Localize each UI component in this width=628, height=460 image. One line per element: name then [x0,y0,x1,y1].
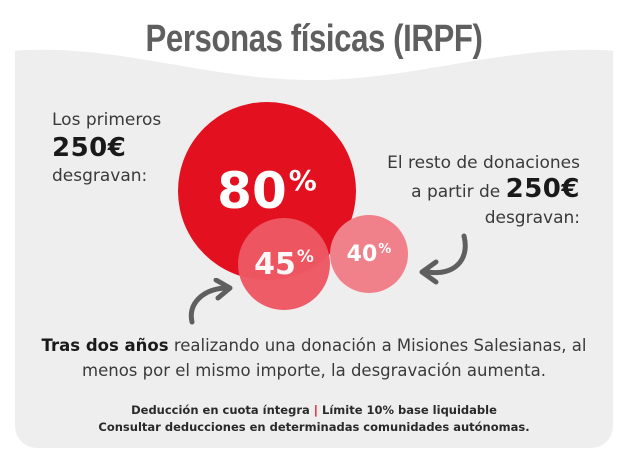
circle-40-unit: % [378,241,392,257]
body-bold: Tras dos años [41,336,169,355]
circle-45-percent: 45% [238,218,330,310]
circle-80-value: 80 [217,162,287,220]
rest-donations-block: El resto de donaciones a partir de 250€ … [350,150,580,231]
footer-line1-a: Deducción en cuota íntegra [131,403,310,417]
first-250-block: Los primeros 250€ desgravan: [52,108,212,188]
first-250-amount: 250€ [52,133,127,163]
page-title: Personas físicas (IRPF) [145,18,483,60]
rest-amount: 250€ [505,174,580,204]
circle-40-value: 40 [346,241,378,267]
circle-80-unit: % [288,163,317,197]
curved-arrow-icon [188,278,233,325]
rest-line3: desgravan: [484,208,580,228]
footer-line1-b: Límite 10% base liquidable [322,403,497,417]
circle-45-unit: % [296,247,314,267]
footer-notes: Deducción en cuota íntegra | Límite 10% … [40,402,588,436]
first-250-line1: Los primeros [52,110,162,130]
body-rest: realizando una donación a Misiones Sales… [82,336,587,380]
rest-line2-prefix: a partir de [411,182,501,202]
body-text: Tras dos años realizando una donación a … [40,333,588,383]
footer-line2: Consultar deducciones en determinadas co… [98,420,530,434]
curved-arrow-icon [419,233,468,285]
first-250-line3: desgravan: [52,166,148,186]
circle-45-value: 45 [254,246,296,282]
footer-separator: | [313,403,318,417]
rest-line1: El resto de donaciones [387,153,580,173]
circle-40-percent: 40% [330,215,408,293]
